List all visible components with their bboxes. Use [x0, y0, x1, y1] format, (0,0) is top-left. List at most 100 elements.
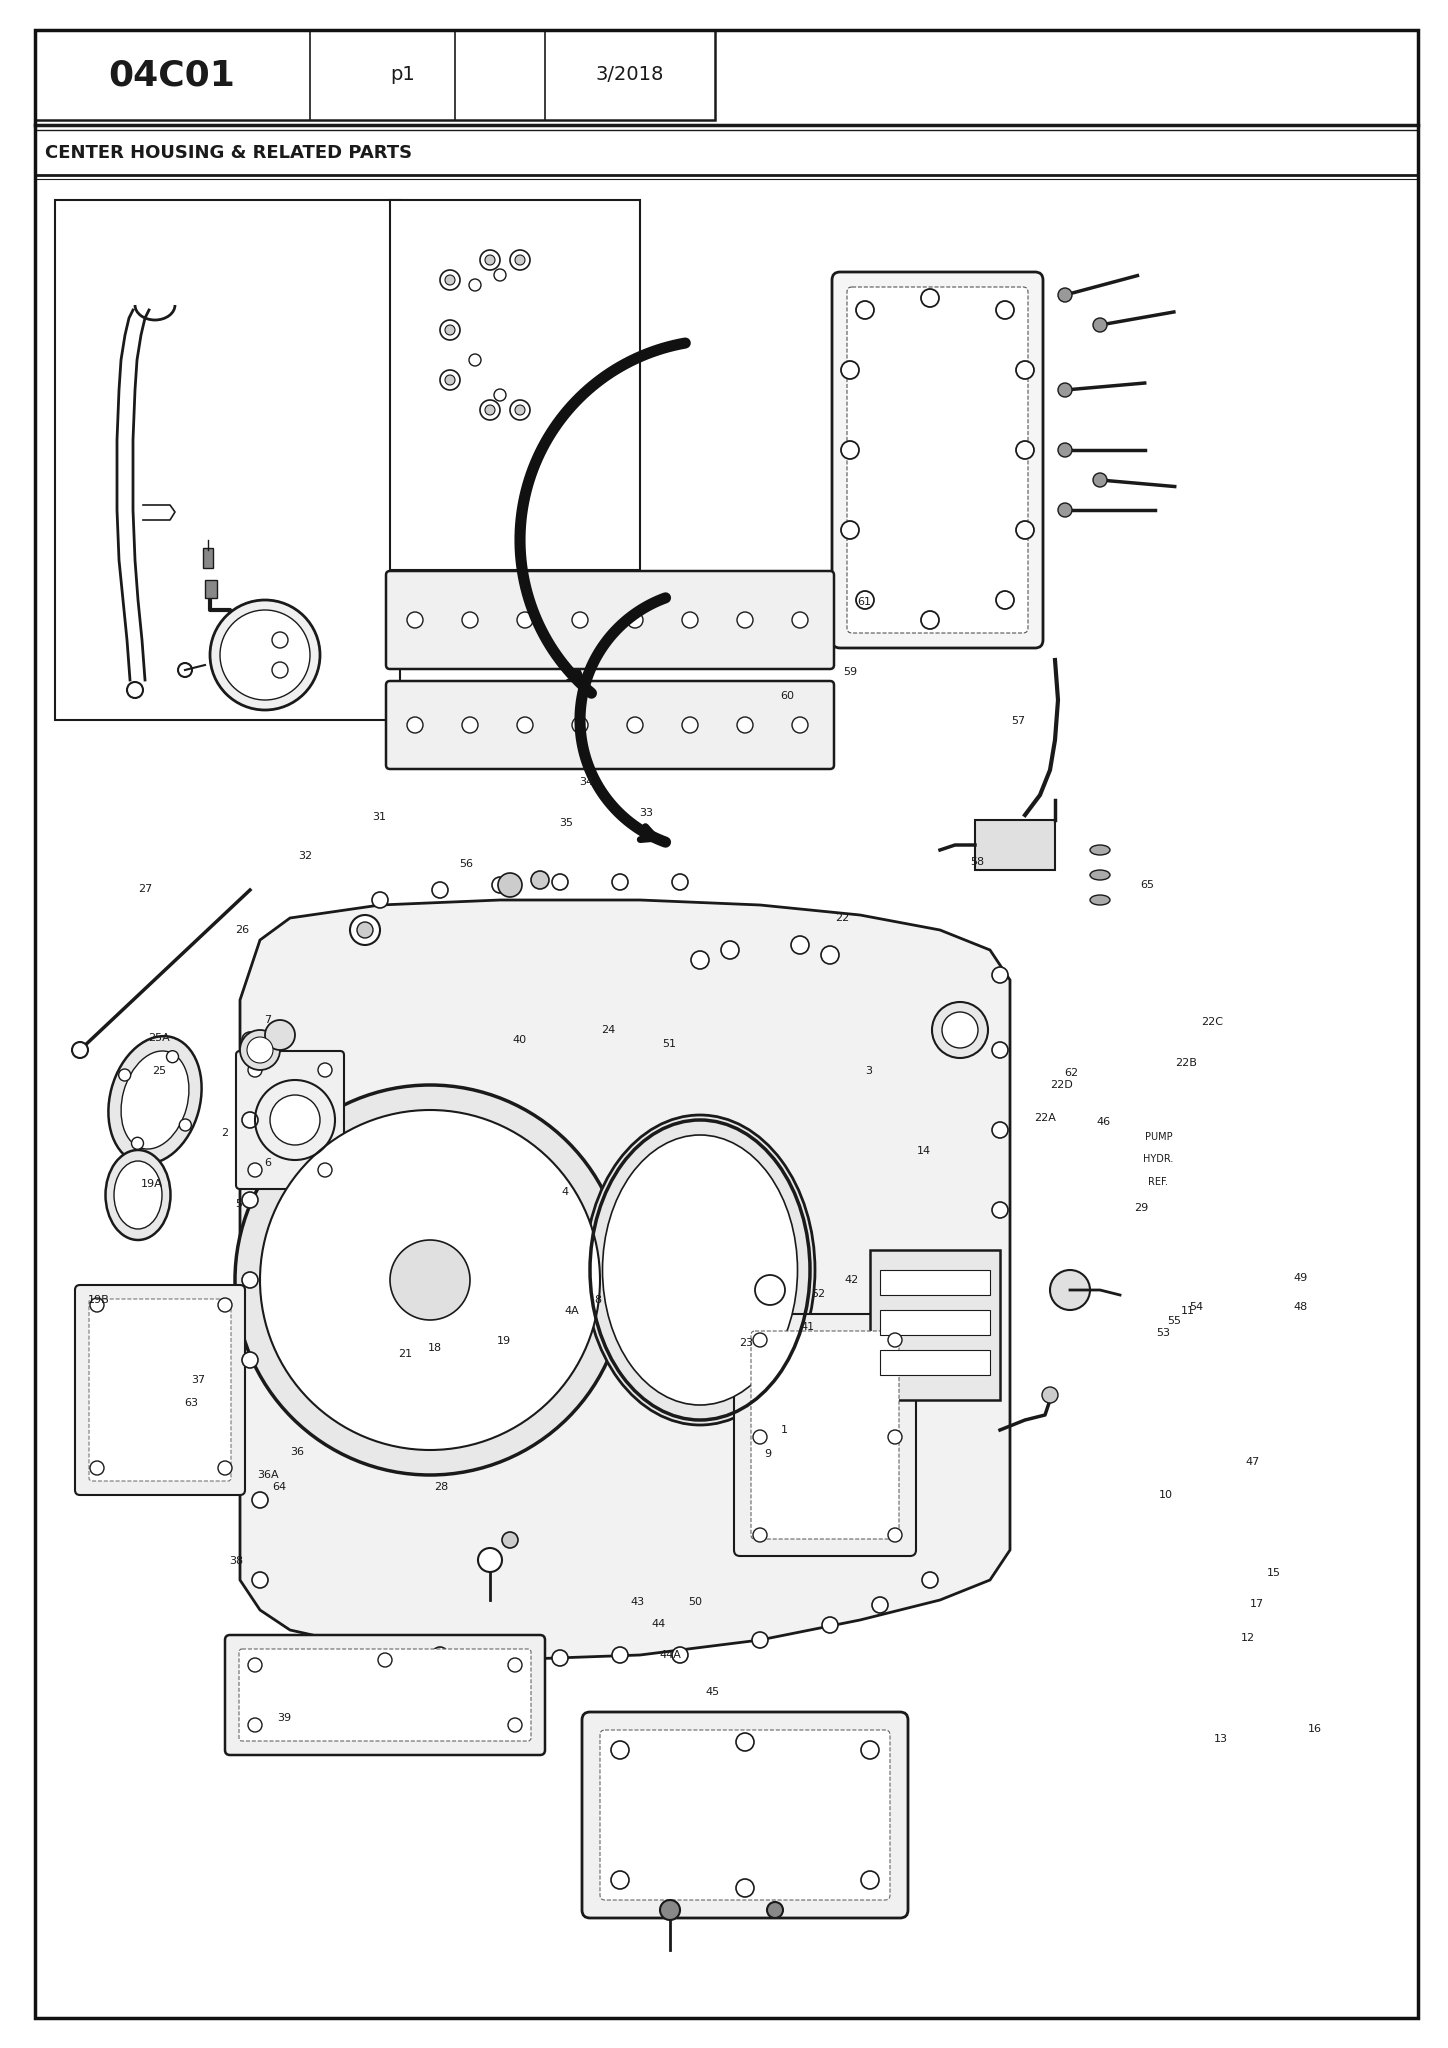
Text: 35: 35: [559, 819, 573, 827]
Circle shape: [921, 610, 938, 629]
Text: 25: 25: [152, 1067, 167, 1075]
Circle shape: [517, 717, 533, 733]
Text: 9: 9: [765, 1450, 770, 1458]
Text: 58: 58: [970, 858, 985, 866]
Ellipse shape: [122, 1051, 188, 1149]
Circle shape: [510, 250, 530, 270]
Text: 56: 56: [459, 860, 473, 868]
Circle shape: [219, 1298, 232, 1313]
Circle shape: [888, 1430, 902, 1444]
Text: 22D: 22D: [1050, 1081, 1073, 1090]
Bar: [975, 819, 1056, 870]
Text: PUMP: PUMP: [1144, 1133, 1173, 1141]
Circle shape: [498, 872, 521, 897]
Text: 49: 49: [1293, 1274, 1308, 1282]
FancyBboxPatch shape: [582, 1712, 908, 1919]
Circle shape: [178, 664, 193, 678]
Circle shape: [841, 440, 859, 459]
Text: 19B: 19B: [87, 1296, 110, 1305]
Text: 16: 16: [1308, 1724, 1322, 1733]
Circle shape: [242, 1352, 258, 1368]
Circle shape: [494, 389, 505, 401]
Circle shape: [682, 717, 698, 733]
Ellipse shape: [109, 1036, 201, 1163]
Polygon shape: [240, 899, 1011, 1661]
Text: p1: p1: [391, 66, 416, 84]
Circle shape: [462, 717, 478, 733]
Circle shape: [943, 1012, 977, 1049]
Text: 55: 55: [1167, 1317, 1182, 1325]
Text: 8: 8: [595, 1296, 601, 1305]
Circle shape: [992, 1042, 1008, 1059]
Circle shape: [72, 1042, 88, 1059]
Circle shape: [572, 612, 588, 629]
Text: 51: 51: [662, 1040, 676, 1049]
Text: 14: 14: [917, 1147, 931, 1155]
Circle shape: [821, 946, 838, 965]
Circle shape: [1093, 473, 1108, 487]
Text: 5: 5: [236, 1200, 242, 1208]
Circle shape: [992, 967, 1008, 983]
Circle shape: [1058, 289, 1072, 301]
Circle shape: [485, 406, 495, 416]
Text: 44: 44: [652, 1620, 666, 1628]
Circle shape: [248, 1163, 262, 1178]
Circle shape: [721, 940, 738, 958]
Circle shape: [611, 1741, 628, 1759]
Text: 24: 24: [601, 1026, 615, 1034]
Text: 4A: 4A: [565, 1307, 579, 1315]
Circle shape: [390, 1239, 471, 1321]
Bar: [880, 1350, 990, 1374]
FancyBboxPatch shape: [387, 571, 834, 670]
Text: 63: 63: [184, 1399, 198, 1407]
Text: 61: 61: [857, 598, 872, 606]
Text: 19A: 19A: [140, 1180, 164, 1188]
Text: 31: 31: [372, 813, 387, 821]
Circle shape: [242, 1032, 258, 1049]
Circle shape: [517, 612, 533, 629]
Text: 04C01: 04C01: [109, 57, 236, 92]
Circle shape: [613, 1647, 628, 1663]
Circle shape: [552, 874, 568, 891]
Circle shape: [440, 319, 460, 340]
FancyBboxPatch shape: [75, 1284, 245, 1495]
Text: CENTER HOUSING & RELATED PARTS: CENTER HOUSING & RELATED PARTS: [45, 143, 413, 162]
Text: 29: 29: [1134, 1204, 1148, 1212]
Bar: [55, 201, 400, 721]
Text: 22C: 22C: [1200, 1018, 1224, 1026]
Circle shape: [672, 1647, 688, 1663]
FancyBboxPatch shape: [833, 272, 1043, 647]
Circle shape: [252, 1493, 268, 1507]
Circle shape: [119, 1069, 130, 1081]
Ellipse shape: [1090, 895, 1111, 905]
Circle shape: [753, 1528, 767, 1542]
Text: 12: 12: [1241, 1634, 1255, 1642]
Circle shape: [485, 256, 495, 264]
Text: 34: 34: [579, 778, 594, 786]
Text: 22: 22: [835, 913, 850, 922]
Circle shape: [1016, 440, 1034, 459]
Circle shape: [736, 1733, 754, 1751]
Circle shape: [358, 922, 374, 938]
Circle shape: [242, 1272, 258, 1288]
Circle shape: [508, 1659, 521, 1671]
Text: 3: 3: [866, 1067, 872, 1075]
Text: 17: 17: [1250, 1599, 1264, 1608]
Circle shape: [479, 399, 500, 420]
Circle shape: [767, 1903, 783, 1919]
FancyBboxPatch shape: [752, 1331, 899, 1538]
Circle shape: [272, 633, 288, 647]
Circle shape: [220, 610, 310, 700]
Circle shape: [445, 274, 455, 285]
Circle shape: [252, 1573, 268, 1587]
Text: 48: 48: [1293, 1303, 1308, 1311]
Circle shape: [1016, 520, 1034, 539]
Text: 27: 27: [138, 885, 152, 893]
Ellipse shape: [114, 1161, 162, 1229]
Circle shape: [445, 375, 455, 385]
Circle shape: [248, 1718, 262, 1733]
Circle shape: [248, 1659, 262, 1671]
Circle shape: [235, 1085, 626, 1475]
Circle shape: [856, 592, 875, 608]
Circle shape: [1058, 442, 1072, 457]
